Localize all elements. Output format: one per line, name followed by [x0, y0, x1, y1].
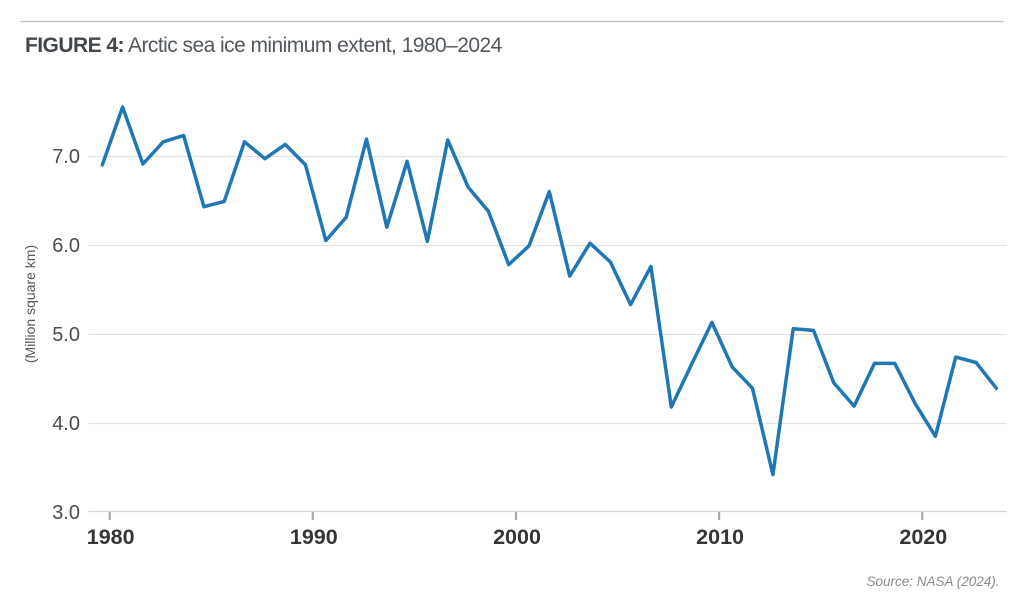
svg-text:6.0: 6.0	[52, 235, 80, 257]
svg-text:3.0: 3.0	[52, 502, 80, 524]
svg-text:Source: NASA (2024).: Source: NASA (2024).	[866, 574, 999, 589]
svg-text:1990: 1990	[290, 525, 338, 549]
svg-text:2010: 2010	[696, 525, 744, 549]
svg-text:1980: 1980	[87, 525, 135, 549]
svg-text:7.0: 7.0	[52, 146, 80, 168]
svg-text:FIGURE 4: Arctic sea ice minim: FIGURE 4: Arctic sea ice minimum extent,…	[25, 34, 503, 57]
svg-text:2000: 2000	[493, 525, 541, 549]
svg-text:(Million square km): (Million square km)	[22, 245, 38, 363]
svg-text:2020: 2020	[899, 525, 947, 549]
svg-text:4.0: 4.0	[52, 413, 80, 435]
svg-text:5.0: 5.0	[52, 324, 80, 346]
